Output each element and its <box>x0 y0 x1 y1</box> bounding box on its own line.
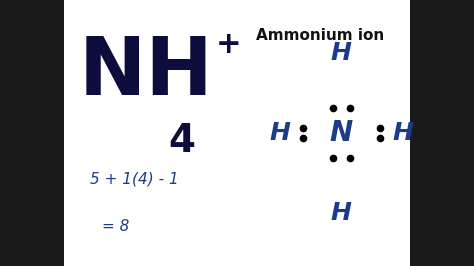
Text: 4: 4 <box>168 122 195 160</box>
Text: = 8: = 8 <box>102 219 129 234</box>
Text: N: N <box>329 119 353 147</box>
Text: H: H <box>269 121 290 145</box>
Text: +: + <box>216 30 241 59</box>
Text: 5 + 1(4) - 1: 5 + 1(4) - 1 <box>90 171 179 186</box>
Text: H: H <box>331 41 352 65</box>
Bar <box>64 0 410 266</box>
Text: Ammonium ion: Ammonium ion <box>256 28 384 43</box>
Text: NH: NH <box>78 34 213 112</box>
Text: H: H <box>392 121 413 145</box>
Text: H: H <box>331 201 352 225</box>
